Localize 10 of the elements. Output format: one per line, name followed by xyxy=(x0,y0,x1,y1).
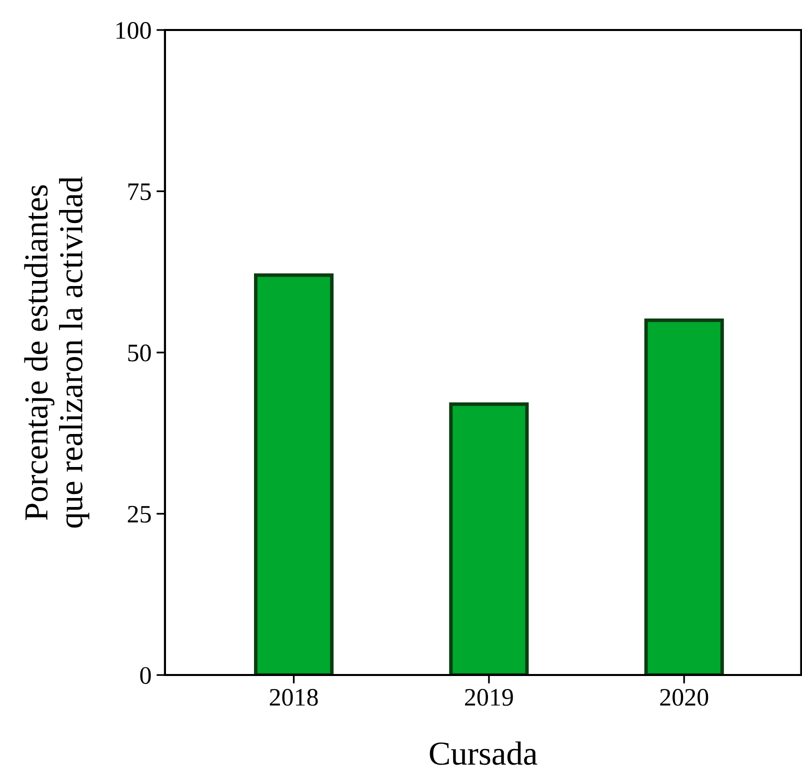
x-tick-label: 2019 xyxy=(465,688,513,706)
y-tick-label: 50 xyxy=(128,344,151,362)
x-tick-label: 2020 xyxy=(660,688,708,706)
y-tick-label: 0 xyxy=(140,667,151,684)
y-axis-title: Porcentaje de estudiantes que realizaron la actividad xyxy=(24,176,90,528)
y-tick-label: 100 xyxy=(116,22,151,39)
x-tick-label: 2018 xyxy=(270,688,318,706)
y-tick-label: 25 xyxy=(128,506,151,523)
y-tick-label: 75 xyxy=(128,184,151,200)
x-axis-title: Cursada xyxy=(430,741,538,765)
